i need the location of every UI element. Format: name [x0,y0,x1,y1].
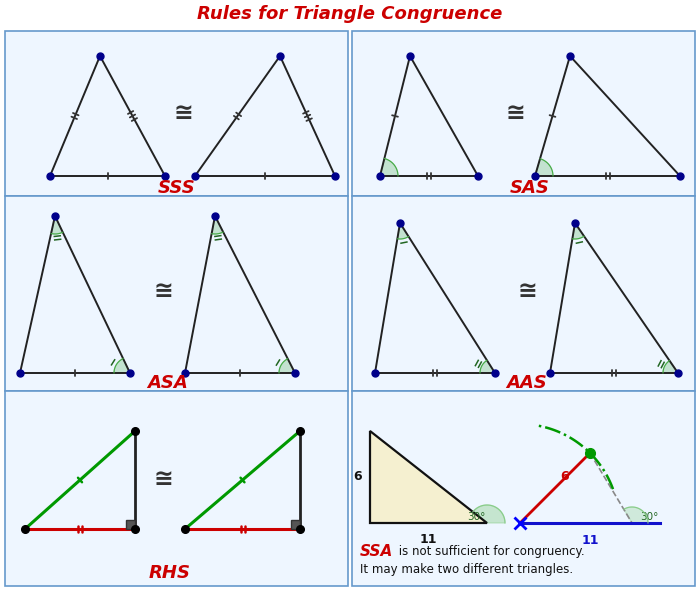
FancyBboxPatch shape [5,196,348,391]
Text: SSS: SSS [158,179,196,197]
Text: ≅: ≅ [505,101,525,125]
Text: ASA: ASA [148,374,188,392]
FancyBboxPatch shape [352,196,695,391]
Polygon shape [624,507,648,523]
Text: ≅: ≅ [517,279,537,303]
Polygon shape [398,223,409,239]
Polygon shape [480,361,495,373]
Polygon shape [211,216,223,234]
Text: 11: 11 [581,534,598,547]
Text: 6: 6 [354,469,362,482]
Polygon shape [663,361,678,373]
Polygon shape [291,520,300,529]
FancyBboxPatch shape [352,31,695,196]
Polygon shape [126,520,135,529]
Text: 11: 11 [419,533,437,546]
Polygon shape [51,216,63,234]
FancyBboxPatch shape [352,391,695,586]
Text: AAS: AAS [507,374,547,392]
Text: It may make two different triangles.: It may make two different triangles. [360,563,573,576]
Text: ≅: ≅ [173,101,193,125]
Text: SSA: SSA [360,544,393,558]
Polygon shape [380,158,398,176]
Text: SAS: SAS [510,179,550,197]
Text: RHS: RHS [149,564,191,582]
FancyBboxPatch shape [5,391,348,586]
Polygon shape [114,359,130,373]
Polygon shape [370,431,487,523]
Polygon shape [573,223,584,239]
Text: 6: 6 [560,470,568,483]
Polygon shape [473,505,505,523]
Text: 30°: 30° [467,512,485,522]
FancyBboxPatch shape [5,31,348,196]
Text: 30°: 30° [640,512,659,522]
Text: ≅: ≅ [153,279,173,303]
Text: is not sufficient for congruency.: is not sufficient for congruency. [395,544,584,557]
Text: ≅: ≅ [153,467,173,491]
Polygon shape [535,159,553,176]
Polygon shape [279,359,295,373]
Text: Rules for Triangle Congruence: Rules for Triangle Congruence [197,5,503,23]
